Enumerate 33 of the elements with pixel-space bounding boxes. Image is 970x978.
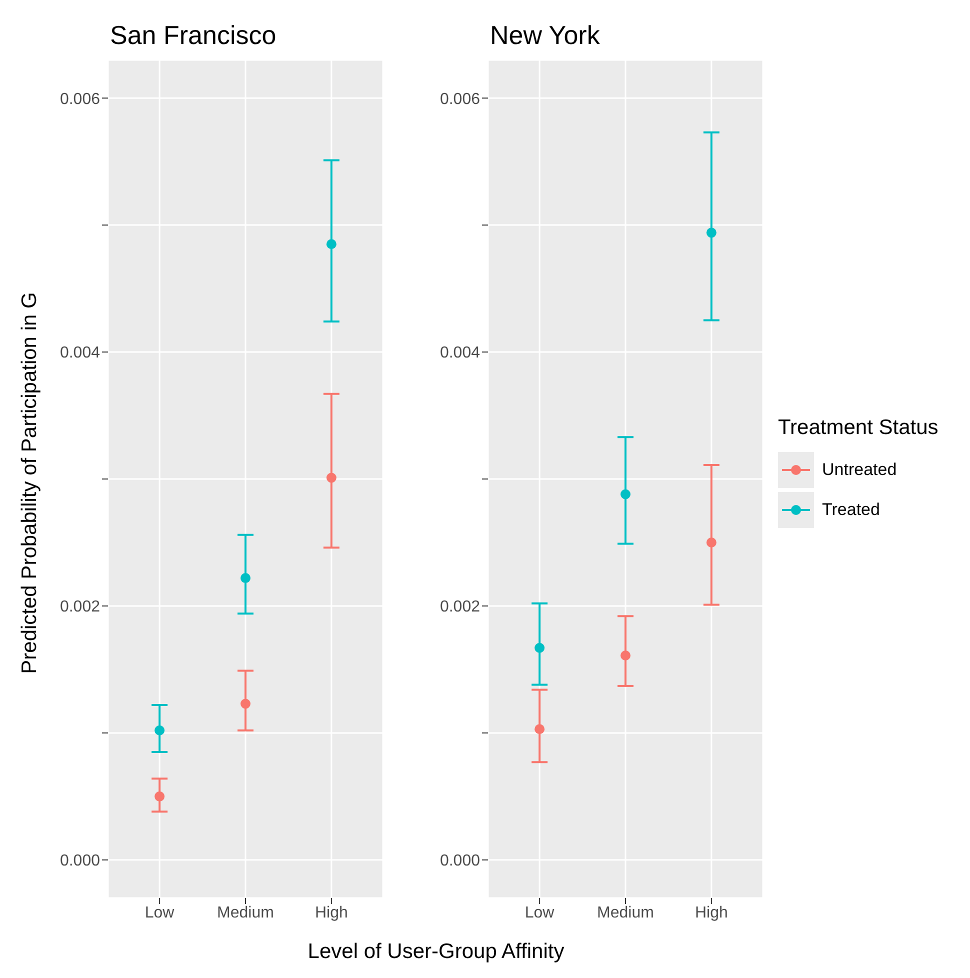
y-tick-label: 0.002 [440,598,480,616]
point [326,472,336,483]
y-tick-label: 0.006 [60,90,100,108]
x-tick-label: Low [144,904,175,922]
y-tick-label: 0.002 [60,598,100,616]
legend-title: Treatment Status [778,416,938,440]
point [240,573,250,584]
point [620,650,630,660]
point [620,489,630,500]
x-tick-label: High [314,904,348,922]
y-tick-label: 0.004 [440,344,480,362]
x-axis-title: Level of User-Group Affinity [308,940,564,964]
legend-label: Untreated [822,460,897,480]
y-tick-label: 0.000 [440,852,480,870]
point [326,239,336,250]
y-tick-label: 0.000 [60,852,100,870]
x-tick-label: Medium [217,904,274,922]
point [154,791,165,802]
point [534,724,545,734]
point [534,642,545,653]
x-tick-label: Medium [597,904,654,922]
x-tick-label: High [694,904,728,922]
point [706,537,716,548]
point [706,228,716,238]
x-tick-label: Low [524,904,555,922]
y-axis-title: Predicted Probability of Participation in G [18,292,42,674]
chart-title: San Francisco [110,20,276,51]
y-tick-label: 0.006 [440,90,480,108]
legend-label: Treated [822,500,880,520]
point [154,725,165,736]
point [240,698,250,709]
chart-title: New York [490,20,600,51]
y-tick-label: 0.004 [60,344,100,362]
